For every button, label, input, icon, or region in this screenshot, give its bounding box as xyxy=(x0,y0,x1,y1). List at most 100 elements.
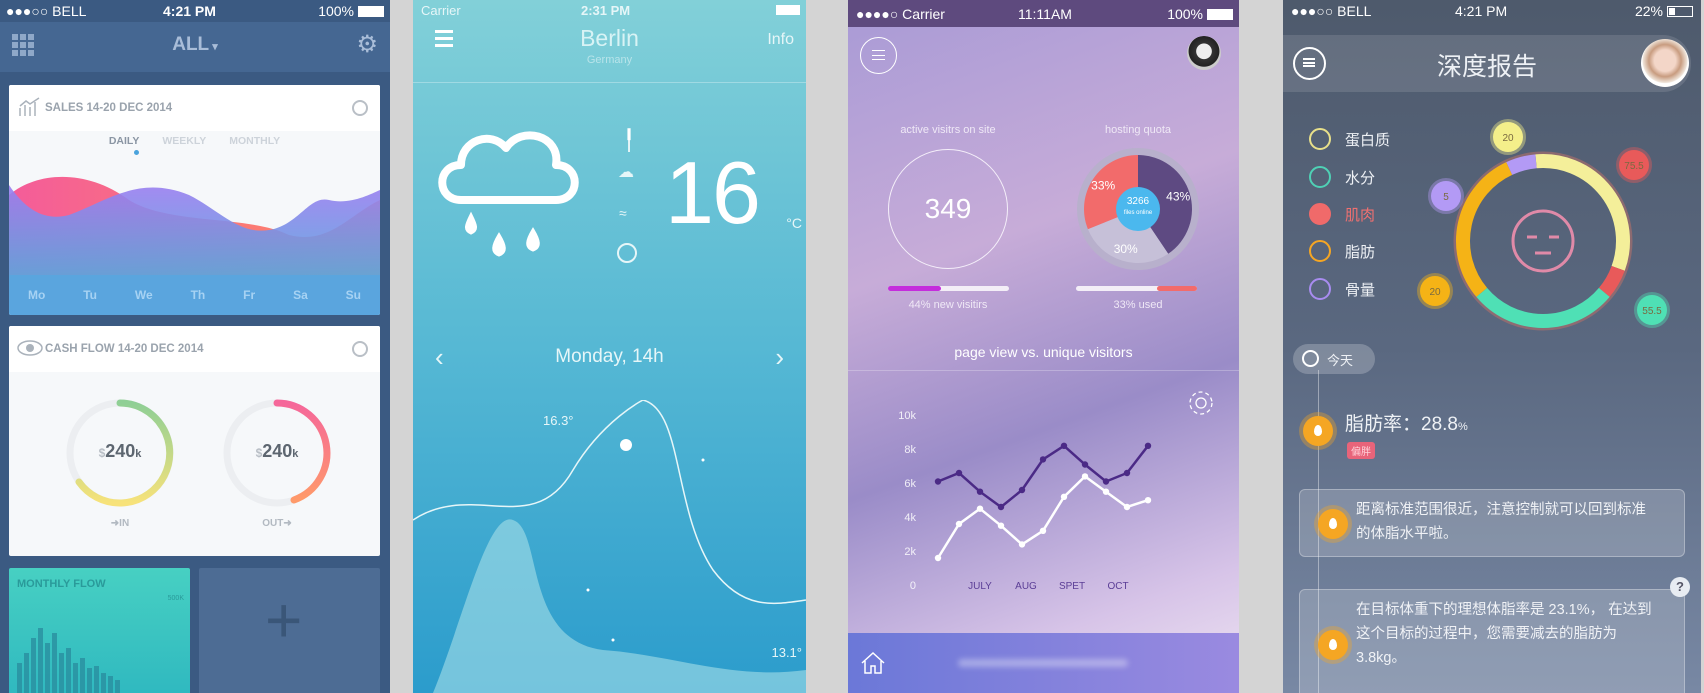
grid-icon[interactable] xyxy=(12,34,34,56)
rain-cloud-icon xyxy=(438,131,579,257)
y-tick-label: 8k xyxy=(904,444,916,456)
quota-used-label: 33% used xyxy=(1113,299,1163,311)
legend-item[interactable]: 蛋白质 xyxy=(1309,128,1390,150)
quota-used-bar xyxy=(1076,286,1197,291)
legend-item[interactable]: 水分 xyxy=(1309,166,1375,188)
add-widget-tile[interactable]: + xyxy=(199,568,380,693)
time: 2:31 PM xyxy=(581,3,631,18)
card-select-radio[interactable] xyxy=(352,100,368,116)
legend-icon xyxy=(1309,128,1331,150)
data-point xyxy=(1060,493,1068,500)
data-point xyxy=(997,522,1005,529)
gear-icon[interactable]: ⚙ xyxy=(356,31,378,58)
avatar[interactable] xyxy=(1641,39,1689,87)
legend-label: 脂肪 xyxy=(1345,242,1376,261)
sales-card: SALES 14-20 DEC 2014 DAILY WEEKLY MONTHL… xyxy=(9,85,380,315)
timeline-line xyxy=(1318,370,1319,693)
status-bar: ●●●○○ BELL 4:21 PM 100% xyxy=(0,0,390,22)
wind-icon: ≈ xyxy=(619,205,627,221)
y-tick-label: 6k xyxy=(904,478,916,490)
donut-segment xyxy=(1476,287,1610,328)
data-point xyxy=(934,554,942,562)
value-badge-label: 5 xyxy=(1443,192,1449,203)
menu-button[interactable] xyxy=(860,37,897,74)
new-visitors-bar xyxy=(888,286,1009,291)
info-button[interactable]: Info xyxy=(767,31,794,48)
in-ring xyxy=(75,399,174,507)
monthly-flow-tile[interactable]: MONTHLY FLOW 500K xyxy=(9,568,190,693)
chevron-left-icon[interactable]: ‹ xyxy=(435,342,444,372)
legend-item[interactable]: 肌肉 xyxy=(1309,203,1375,225)
period-tabs: DAILY WEEKLY MONTHLY xyxy=(9,135,380,155)
legend-label: 水分 xyxy=(1345,168,1376,187)
time: 11:11AM xyxy=(1018,6,1072,22)
series-line xyxy=(936,474,1149,559)
new-visitors-label: 44% new visitirs xyxy=(908,299,988,311)
data-point xyxy=(976,488,984,495)
high-point[interactable] xyxy=(620,439,632,451)
data-point xyxy=(1144,497,1152,504)
out-label: OUT➜ xyxy=(262,518,292,529)
x-tick-label: SPET xyxy=(1059,581,1085,592)
data-point xyxy=(934,478,942,485)
cashflow-rings xyxy=(66,399,331,507)
donut-segment xyxy=(1598,265,1625,297)
pie-slice-label: 43% xyxy=(1166,190,1190,204)
menu-icon[interactable] xyxy=(435,30,453,47)
y-tick-label: 0 xyxy=(910,580,916,592)
card-header: CASH FLOW 14-20 DEC 2014 xyxy=(9,326,380,372)
filter-dropdown[interactable]: ALL ▾ xyxy=(0,34,390,56)
donut-segment xyxy=(1535,154,1630,271)
status-bar: ●●●○○ BELL 4:21 PM 22% xyxy=(1283,0,1701,22)
visitors-circle xyxy=(888,149,1008,269)
legend-item[interactable]: 骨量 xyxy=(1309,278,1375,300)
pie-slice-label: 30% xyxy=(1114,242,1138,256)
battery-icon xyxy=(776,5,800,15)
avatar[interactable] xyxy=(1187,36,1221,70)
tab-monthly[interactable]: MONTHLY xyxy=(229,135,281,147)
battery-icon xyxy=(1207,9,1233,20)
day-label: Monday, 14h xyxy=(555,346,664,367)
donut-segment xyxy=(1456,162,1513,297)
value-badge xyxy=(1428,178,1464,214)
data-point xyxy=(1081,461,1089,468)
menu-button[interactable] xyxy=(1293,47,1326,80)
filter-label: ALL xyxy=(172,34,210,55)
analytics-screen: ●●●●○ Carrier 11:11AM 100% active visitr… xyxy=(848,0,1239,693)
fat-drop-icon xyxy=(1318,630,1348,660)
legend-icon xyxy=(1309,278,1331,300)
country-name: Germany xyxy=(586,54,633,66)
carrier: Carrier xyxy=(421,3,461,18)
data-point xyxy=(1102,488,1110,495)
data-point xyxy=(1123,503,1131,511)
settings-gear-icon[interactable] xyxy=(1186,388,1216,418)
files-online-badge: 3266 files online xyxy=(1116,187,1160,231)
high-temp-label: 16.3° xyxy=(543,413,574,428)
card-select-radio[interactable] xyxy=(352,341,368,357)
legend-item[interactable]: 脂肪 xyxy=(1309,240,1375,262)
home-icon[interactable] xyxy=(860,651,886,675)
chevron-right-icon[interactable]: › xyxy=(775,342,784,372)
health-report-screen: ●●●○○ BELL 4:21 PM 22% 深度报告 蛋白质 水分 肌肉 脂肪 骨量 … xyxy=(1283,0,1701,693)
tab-daily[interactable]: DAILY xyxy=(108,135,140,147)
temperature-unit: °C xyxy=(786,215,802,231)
help-button[interactable]: ? xyxy=(1670,577,1690,597)
data-point xyxy=(1018,541,1026,548)
dashboard-screen: ●●●○○ BELL 4:21 PM 100% ALL ▾ ⚙ SALES 14… xyxy=(0,0,390,693)
compass-icon xyxy=(617,243,637,263)
clock-icon xyxy=(1302,350,1319,367)
time: 4:21 PM xyxy=(163,3,216,19)
today-chip[interactable]: 今天 xyxy=(1293,344,1375,374)
hosting-pie: 33% 43% 30% xyxy=(1077,148,1199,270)
data-point xyxy=(1039,527,1047,534)
pageview-line-chart: 0 2k 4k 6k 8k 10k JULY AUG SPET OCT xyxy=(898,410,1152,592)
fat-drop-icon xyxy=(1318,509,1348,539)
status-bar: ●●●●○ Carrier 11:11AM 100% xyxy=(848,0,1239,27)
data-point xyxy=(1060,442,1068,449)
legend-icon xyxy=(1309,166,1331,188)
legend-label: 骨量 xyxy=(1345,280,1376,299)
tab-weekly[interactable]: WEEKLY xyxy=(162,135,207,147)
donut-outer-ring xyxy=(1453,151,1633,331)
battery-level: 100% xyxy=(318,3,354,19)
body-composition-donut: 20 75.5 5 20 55.5 xyxy=(1417,119,1670,331)
